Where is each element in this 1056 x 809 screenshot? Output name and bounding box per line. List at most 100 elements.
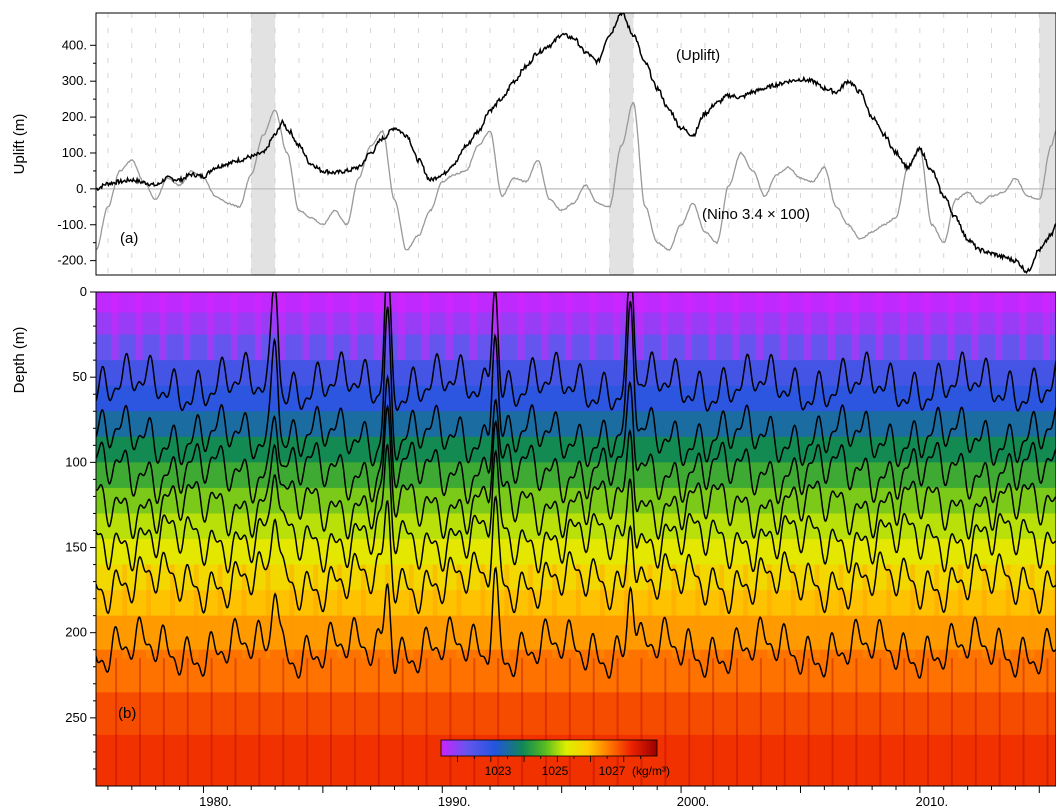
deep-stripe [616, 658, 619, 786]
mid-stripe [170, 564, 175, 659]
contour-line-5 [96, 494, 1056, 615]
b-ytick-label: 100 [65, 454, 87, 469]
mid-stripe [193, 564, 199, 659]
mid-stripe [862, 564, 868, 659]
contour-line-2 [96, 374, 1056, 505]
density-band-7 [96, 462, 1056, 489]
surface-stripe [421, 292, 430, 361]
deep-stripe [330, 658, 333, 786]
surface-stripe [111, 292, 119, 361]
surface-stripe [326, 292, 334, 361]
mid-stripe [1053, 564, 1056, 659]
surface-stripe [589, 292, 597, 361]
colorbar: 1023 1025 1027 (kg/m³) [440, 739, 670, 778]
deep-stripe [449, 658, 452, 786]
surface-stripe [159, 292, 167, 361]
deep-stripe [115, 658, 118, 786]
mid-stripe [337, 564, 342, 659]
density-band-2 [96, 334, 1056, 361]
deep-stripe [544, 658, 547, 786]
surface-stripe [183, 292, 191, 361]
deep-stripe [974, 658, 977, 786]
surface-stripe [302, 292, 310, 361]
mid-stripe [552, 564, 557, 659]
a-ytick-label: 100. [62, 145, 87, 160]
mid-stripe [695, 564, 701, 659]
panel-a: -200.-100.0.100.200.300.400. Uplift (m) … [11, 12, 1056, 276]
a-ytick-label: -100. [57, 217, 87, 232]
deep-stripe [1022, 658, 1025, 786]
deep-stripe [162, 658, 165, 786]
panel-b: 0 50 100 150 200 250 1980. 1990. 2000. 2010. Dep… [11, 284, 1056, 809]
mid-stripe [623, 564, 629, 659]
panel-a-gridlines [107, 13, 1040, 275]
mid-stripe [217, 564, 223, 659]
panel-a-y-ticks: -200. -100. 0. 100. 200. 300. 400. [57, 37, 96, 268]
mid-stripe [958, 564, 963, 659]
density-band-14 [96, 649, 1056, 693]
deep-stripe [736, 658, 738, 786]
colorbar-tick-1023: 1023 [485, 764, 512, 778]
surface-stripe [971, 292, 979, 361]
mid-stripe [289, 564, 295, 659]
deep-stripe [425, 658, 428, 786]
density-band-5 [96, 411, 1056, 438]
deep-stripe [234, 658, 237, 786]
a-ytick-label: 200. [62, 109, 87, 124]
deep-stripe [712, 658, 715, 786]
mid-stripe [146, 564, 151, 659]
b-xtick-label: 2010. [916, 794, 949, 809]
uplift-series-label: (Uplift) [676, 47, 720, 64]
mid-stripe [456, 564, 462, 659]
deep-stripe [807, 658, 810, 786]
shaded-period-2 [1039, 13, 1056, 275]
contour-line-3 [96, 403, 1056, 541]
surface-stripe [613, 292, 621, 361]
shaded-period-0 [251, 13, 276, 275]
mid-stripe [361, 564, 366, 659]
density-band-0 [96, 292, 1056, 313]
deep-stripe [927, 658, 930, 786]
b-ytick-label: 200 [65, 625, 87, 640]
colorbar-tick-1027: 1027 [599, 764, 626, 778]
contour-line-0 [96, 292, 1056, 412]
colorbar-tick-1025: 1025 [542, 764, 569, 778]
panel-a-ylabel: Uplift (m) [11, 114, 28, 175]
deep-stripe [688, 658, 691, 786]
mid-stripe [981, 564, 987, 659]
surface-stripe [398, 292, 406, 361]
deep-stripe [353, 658, 356, 786]
surface-stripe [923, 292, 931, 361]
deep-stripe [640, 658, 643, 786]
surface-stripe [827, 292, 836, 361]
density-band-10 [96, 539, 1056, 566]
surface-stripe [899, 292, 907, 361]
a-ytick-label: 300. [62, 73, 87, 88]
panel-a-label: (a) [120, 230, 138, 247]
panel-b-x-ticks: 1980. 1990. 2000. 2010. [107, 786, 1040, 809]
density-band-4 [96, 385, 1056, 412]
mid-stripe [671, 564, 677, 659]
surface-stripe [278, 292, 286, 361]
mid-stripe [408, 564, 414, 659]
colorbar-ticks [457, 756, 641, 762]
deep-stripe [903, 658, 906, 786]
surface-stripe [684, 292, 692, 361]
uplift-series-line [96, 13, 1056, 275]
surface-stripe [995, 292, 1003, 361]
surface-stripe [636, 292, 645, 361]
mid-stripe [241, 564, 247, 659]
deep-stripe [783, 658, 786, 786]
mid-stripe [886, 564, 892, 659]
deep-stripe [138, 658, 141, 786]
mid-stripe [265, 564, 271, 659]
mid-stripe [767, 564, 772, 659]
surface-stripe [207, 292, 215, 361]
surface-stripe [804, 292, 812, 361]
deep-stripe [950, 658, 953, 786]
mid-stripe [480, 564, 486, 659]
nino-series-label: (Nino 3.4 × 100) [702, 206, 810, 223]
density-band-1 [96, 312, 1056, 336]
mid-stripe [384, 564, 390, 659]
